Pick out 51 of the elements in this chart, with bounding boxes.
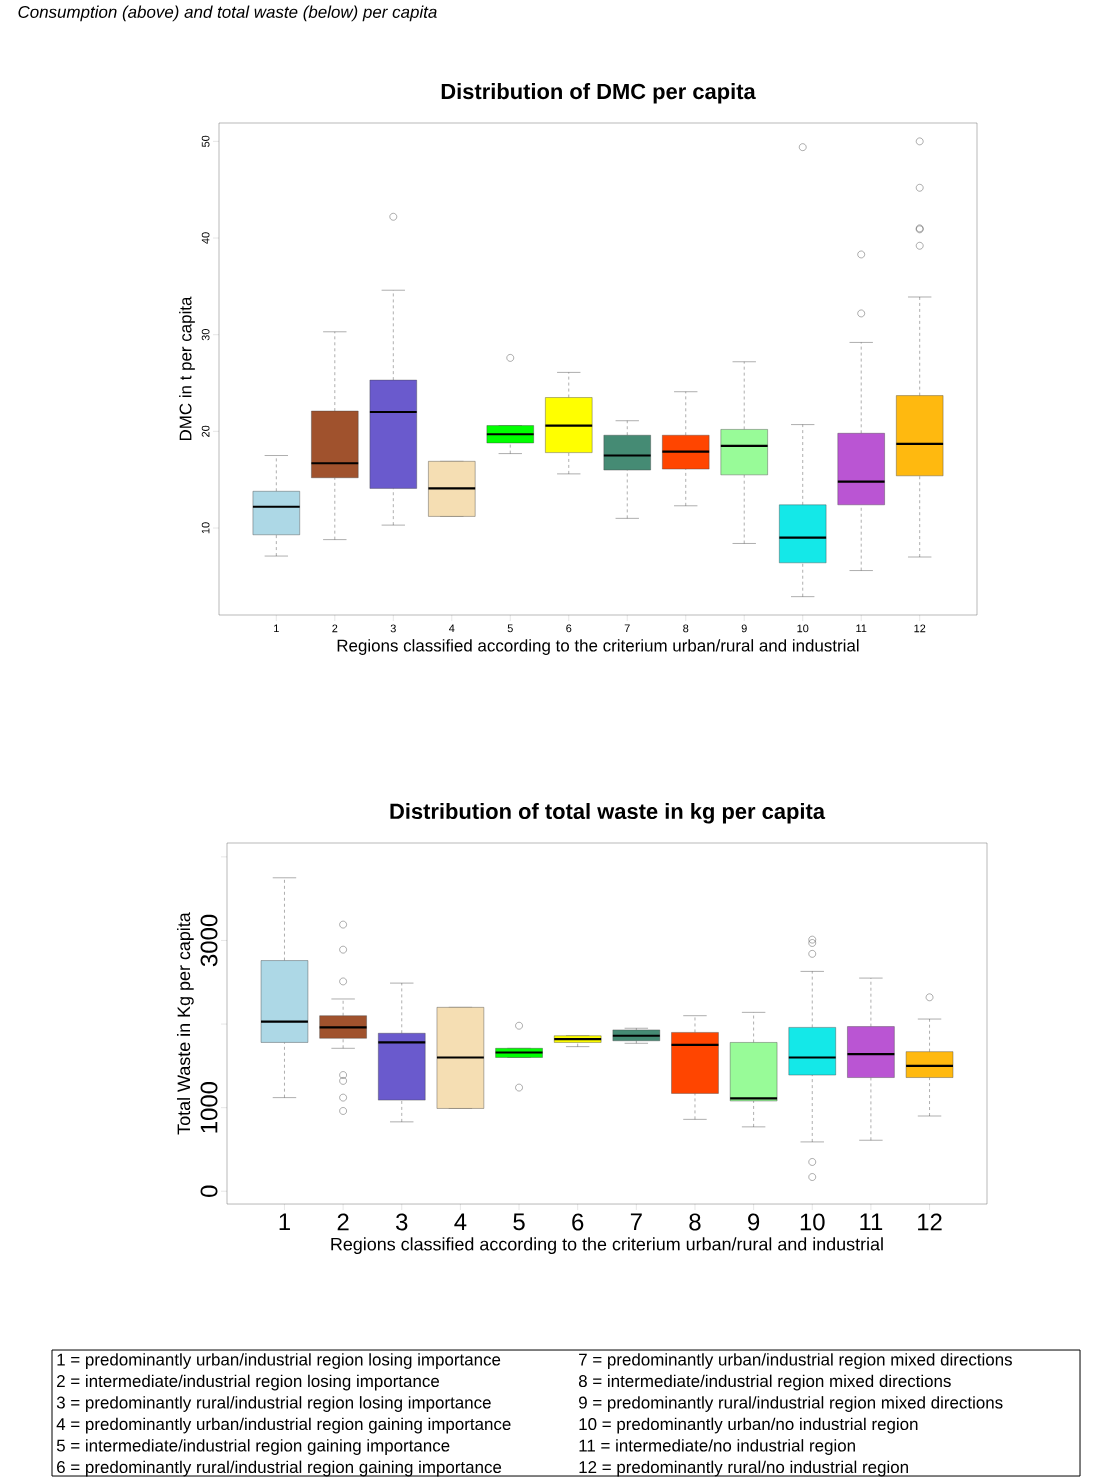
- x-tick-label: 5: [513, 1213, 525, 1231]
- text: 5 = intermediate/industrial region gaining importance: [56, 1439, 450, 1455]
- text: 1 = predominantly urban/industrial region losing importance: [57, 1353, 501, 1369]
- x-tick-label: 4: [454, 1213, 467, 1230]
- text: 7 = predominantly urban/industrial region mixed directions: [579, 1353, 1012, 1369]
- x-tick-label: 1: [279, 1213, 290, 1230]
- y-axis-title: Total Waste in Kg per capita: [176, 912, 194, 1135]
- y-axis-title: DMC in t per capita: [179, 296, 195, 441]
- x-tick-label: 10: [800, 1213, 825, 1231]
- y-tick-label: 10: [201, 522, 210, 534]
- y-tick-label: 30: [201, 329, 210, 341]
- y-tick-label: 3000: [200, 914, 218, 967]
- text: Consumption (above) and total waste (below) per capita: [18, 5, 437, 22]
- x-tick-label: 8: [683, 624, 689, 633]
- x-tick-label: 2: [337, 1213, 349, 1231]
- x-tick-label: 12: [918, 1213, 942, 1231]
- chart-title: Distribution of DMC per capita: [441, 83, 756, 104]
- chart-title: Distribution of total waste in kg per capita: [390, 802, 826, 824]
- x-tick-label: 11: [856, 624, 867, 633]
- text: 3 = predominantly rural/industrial region losing importance: [56, 1396, 491, 1412]
- text: 12 = predominantly rural/no industrial region: [579, 1460, 908, 1477]
- y-tick-label: 40: [201, 232, 210, 244]
- x-tick-label: 7: [624, 624, 630, 633]
- x-tick-label: 8: [689, 1213, 701, 1231]
- x-tick-label: 11: [860, 1213, 883, 1230]
- x-tick-label: 2: [332, 624, 338, 633]
- x-tick-label: 7: [630, 1213, 642, 1230]
- y-tick-label: 20: [201, 425, 210, 437]
- x-tick-label: 5: [507, 624, 513, 633]
- x-tick-label: 12: [914, 624, 926, 633]
- text: 8 = intermediate/industrial region mixed directions: [578, 1374, 951, 1391]
- text: 6 = predominantly rural/industrial region gaining importance: [57, 1460, 502, 1477]
- text: 11 = intermediate/no industrial region: [579, 1439, 855, 1455]
- y-tick-label: 0: [200, 1185, 218, 1197]
- x-axis-title: Regions classified according to the criterium urban/rural and industrial: [337, 639, 859, 655]
- x-tick-label: 3: [390, 624, 396, 633]
- x-tick-label: 6: [566, 624, 572, 633]
- text: 9 = predominantly rural/industrial region mixed directions: [579, 1396, 1003, 1412]
- x-tick-label: 4: [448, 624, 455, 633]
- x-tick-label: 9: [748, 1213, 760, 1231]
- x-axis-title: Regions classified according to the criterium urban/rural and industrial: [331, 1237, 883, 1255]
- x-tick-label: 9: [741, 624, 747, 633]
- y-tick-label: 1000: [200, 1082, 218, 1133]
- x-tick-label: 1: [274, 624, 279, 633]
- text: 10 = predominantly urban/no industrial region: [579, 1417, 918, 1434]
- x-tick-label: 10: [797, 624, 809, 633]
- x-tick-label: 6: [572, 1213, 584, 1231]
- text: 4 = predominantly urban/industrial region gaining importance: [56, 1417, 511, 1434]
- x-tick-label: 3: [396, 1213, 408, 1231]
- text: 2 = intermediate/industrial region losing importance: [57, 1374, 440, 1391]
- y-tick-label: 50: [201, 135, 210, 148]
